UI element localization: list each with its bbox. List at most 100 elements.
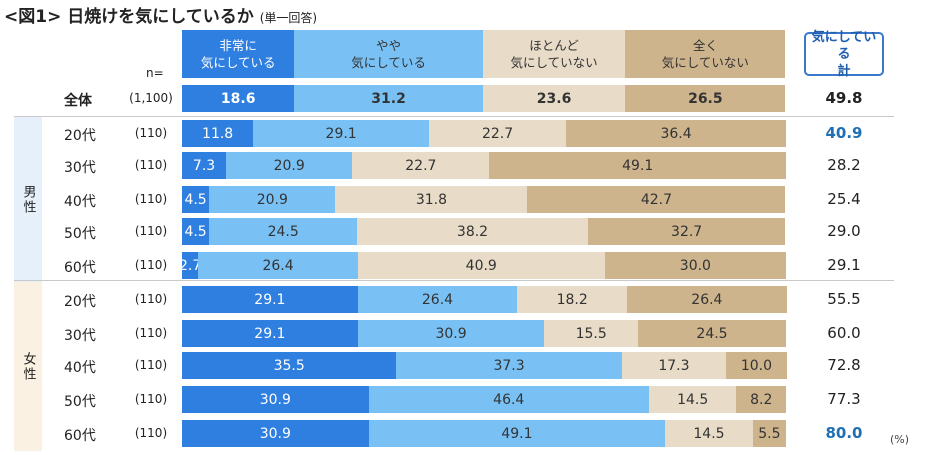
bar-segment: 14.5 — [648, 386, 737, 413]
bar-segment: 29.1 — [182, 320, 358, 347]
row-n: (110) — [134, 426, 168, 440]
row-separator — [14, 116, 894, 117]
bar-segment: 35.5 — [182, 352, 397, 379]
row-label: 50代 — [64, 394, 96, 410]
total-header: 気にしている 計 — [804, 30, 884, 79]
bar-segment: 46.4 — [368, 386, 649, 413]
data-label: 32.7 — [671, 223, 703, 240]
chart-subtitle: (単一回答) — [259, 11, 318, 25]
legend-item-0: 非常に 気にしている — [182, 30, 295, 78]
row-n: (110) — [134, 392, 168, 406]
data-label: 15.5 — [575, 325, 607, 342]
data-label: 24.5 — [267, 223, 299, 240]
data-label: 36.4 — [660, 125, 692, 142]
data-label: 7.3 — [192, 157, 216, 174]
bar-segment: 24.5 — [638, 320, 786, 347]
bar-segment: 40.9 — [357, 252, 605, 279]
row-label: 40代 — [64, 360, 96, 376]
data-label: 29.1 — [254, 291, 286, 308]
data-label: 29.1 — [254, 325, 286, 342]
bar-segment: 15.5 — [544, 320, 638, 347]
bar-segment: 26.4 — [357, 286, 518, 313]
data-label: 26.4 — [421, 291, 454, 308]
data-label: 26.5 — [688, 90, 723, 107]
data-label: 35.5 — [273, 357, 305, 374]
row-n: (110) — [134, 326, 168, 340]
data-label: 22.7 — [405, 157, 437, 174]
unit-label: (%) — [890, 433, 910, 446]
data-label: 46.4 — [493, 391, 525, 408]
bar-segment: 18.2 — [517, 286, 628, 313]
bar-segment: 49.1 — [368, 420, 666, 447]
group-band-female — [14, 282, 42, 451]
data-label: 30.9 — [259, 425, 291, 442]
data-label: 31.8 — [415, 191, 448, 208]
data-label: 20.9 — [273, 157, 305, 174]
bar-segment: 22.7 — [352, 152, 490, 179]
bar-segment: 8.2 — [736, 386, 786, 413]
data-label: 31.2 — [371, 90, 406, 107]
bar-segment: 37.3 — [396, 352, 622, 379]
legend-item-3: 全く 気にしていない — [625, 30, 786, 78]
row-label: 40代 — [64, 194, 96, 210]
row-total: 72.8 — [827, 356, 861, 374]
chart-title: <図1> 日焼けを気にしているか (単一回答) — [4, 2, 317, 27]
data-label: 30.0 — [679, 257, 711, 274]
bar-segment: 11.8 — [182, 120, 254, 147]
bar-segment: 30.0 — [604, 252, 786, 279]
data-label: 26.4 — [262, 257, 294, 274]
row-n: (110) — [134, 358, 168, 372]
data-label: 18.6 — [220, 90, 256, 107]
bar-segment: 30.9 — [182, 386, 369, 413]
data-label: 30.9 — [435, 325, 467, 342]
data-label: 49.1 — [501, 425, 533, 442]
legend-item-1: やや 気にしている — [294, 30, 483, 78]
bar-segment: 20.9 — [226, 152, 353, 179]
data-label: 14.5 — [693, 425, 725, 442]
bar-segment: 24.5 — [209, 218, 358, 245]
row-label: 30代 — [64, 160, 96, 176]
row-total: 29.0 — [827, 222, 861, 240]
row-n: (110) — [134, 192, 168, 206]
row-label: 60代 — [64, 260, 96, 276]
row-n: (110) — [134, 126, 168, 140]
data-label: 42.7 — [640, 191, 673, 208]
row-n: (110) — [134, 224, 168, 238]
data-label: 11.8 — [202, 125, 234, 142]
data-label: 29.1 — [325, 125, 357, 142]
row-n: (110) — [134, 158, 168, 172]
data-label: 40.9 — [465, 257, 497, 274]
bar-segment: 14.5 — [665, 420, 753, 447]
group-label-female: 女性 — [20, 351, 36, 382]
bar-segment: 4.5 — [182, 218, 210, 245]
bar-segment: 36.4 — [566, 120, 786, 147]
bar-segment: 30.9 — [182, 420, 369, 447]
row-n: (110) — [134, 292, 168, 306]
n-label: n= — [146, 66, 164, 80]
bar-segment: 7.3 — [182, 152, 227, 179]
row-separator — [14, 280, 894, 281]
bar-segment: 17.3 — [621, 352, 727, 379]
data-label: 14.5 — [677, 391, 709, 408]
data-label: 37.3 — [493, 357, 525, 374]
data-label: 5.5 — [758, 425, 781, 442]
bar-segment: 2.7 — [179, 252, 201, 279]
bar-segment: 20.9 — [209, 186, 336, 213]
row-total: 40.9 — [825, 124, 863, 142]
bar-segment: 22.7 — [429, 120, 567, 147]
legend-item-2: ほとんど 気にしていない — [482, 30, 626, 78]
row-label: 30代 — [64, 328, 96, 344]
row-total: 60.0 — [827, 324, 861, 342]
bar-segment: 31.8 — [335, 186, 528, 213]
group-label-male: 男性 — [20, 184, 36, 215]
group-band-male — [14, 116, 42, 283]
bar-segment: 30.9 — [357, 320, 545, 347]
row-total: 29.1 — [827, 256, 861, 274]
data-label: 38.2 — [456, 223, 489, 240]
data-label: 8.2 — [750, 391, 773, 408]
bar-segment: 49.1 — [489, 152, 786, 179]
bar-segment: 10.0 — [726, 352, 787, 379]
row-n: (110) — [134, 258, 168, 272]
row-total: 80.0 — [825, 424, 863, 442]
bar-segment: 29.1 — [253, 120, 430, 147]
